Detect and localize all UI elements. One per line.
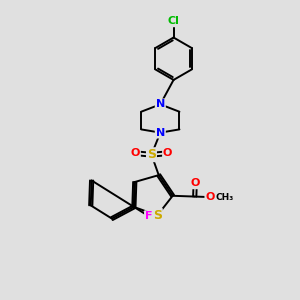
- Text: N: N: [156, 128, 165, 138]
- Text: O: O: [163, 148, 172, 158]
- Text: O: O: [130, 148, 140, 158]
- Text: Cl: Cl: [168, 16, 179, 26]
- Text: N: N: [156, 99, 165, 110]
- Text: F: F: [145, 211, 152, 221]
- Text: CH₃: CH₃: [216, 193, 234, 202]
- Text: O: O: [190, 178, 200, 188]
- Text: O: O: [205, 192, 215, 202]
- Text: S: S: [147, 148, 156, 161]
- Text: S: S: [153, 209, 162, 222]
